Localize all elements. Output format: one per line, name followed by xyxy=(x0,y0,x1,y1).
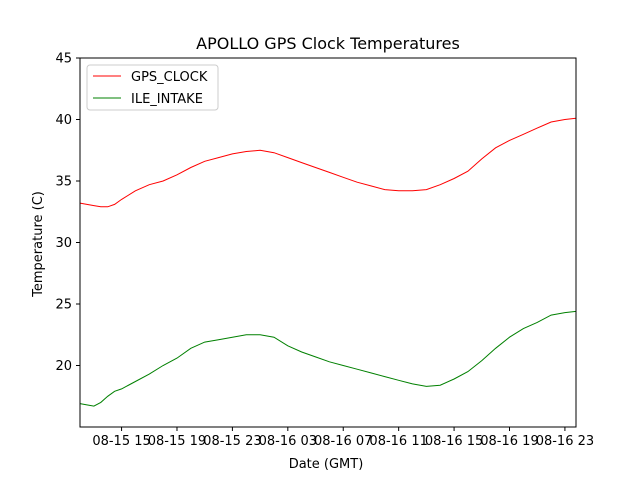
y-tick-label: 20 xyxy=(55,359,72,374)
plot-frame xyxy=(79,57,577,428)
legend-label: ILE_INTAKE xyxy=(131,92,203,107)
x-tick-label: 08-16 03 xyxy=(259,434,317,449)
y-axis-ticks: 20 25 30 35 40 45 xyxy=(55,52,80,374)
x-tick-label: 08-15 15 xyxy=(92,434,150,449)
legend: GPS_CLOCK ILE_INTAKE xyxy=(86,64,219,111)
y-tick-label: 35 xyxy=(55,175,72,190)
x-tick-label: 08-16 07 xyxy=(314,434,372,449)
y-tick-label: 30 xyxy=(55,236,72,251)
y-tick-label: 40 xyxy=(55,113,72,128)
x-tick-label: 08-16 19 xyxy=(480,434,538,449)
x-tick-label: 08-16 15 xyxy=(425,434,483,449)
legend-label: GPS_CLOCK xyxy=(131,70,208,85)
series-layer xyxy=(79,117,577,407)
x-tick-label: 08-15 23 xyxy=(203,434,261,449)
y-tick-label: 45 xyxy=(55,52,72,67)
y-tick-label: 25 xyxy=(55,298,72,313)
x-tick-label: 08-16 23 xyxy=(536,434,594,449)
y-axis-label: Temperature (C) xyxy=(31,191,46,298)
x-tick-label: 08-16 11 xyxy=(369,434,427,449)
x-axis-label: Date (GMT) xyxy=(289,457,364,472)
series-line-ile-intake xyxy=(79,310,577,407)
chart-title: APOLLO GPS Clock Temperatures xyxy=(196,34,460,53)
x-tick-label: 08-15 19 xyxy=(148,434,206,449)
series-line-gps-clock xyxy=(79,117,577,208)
